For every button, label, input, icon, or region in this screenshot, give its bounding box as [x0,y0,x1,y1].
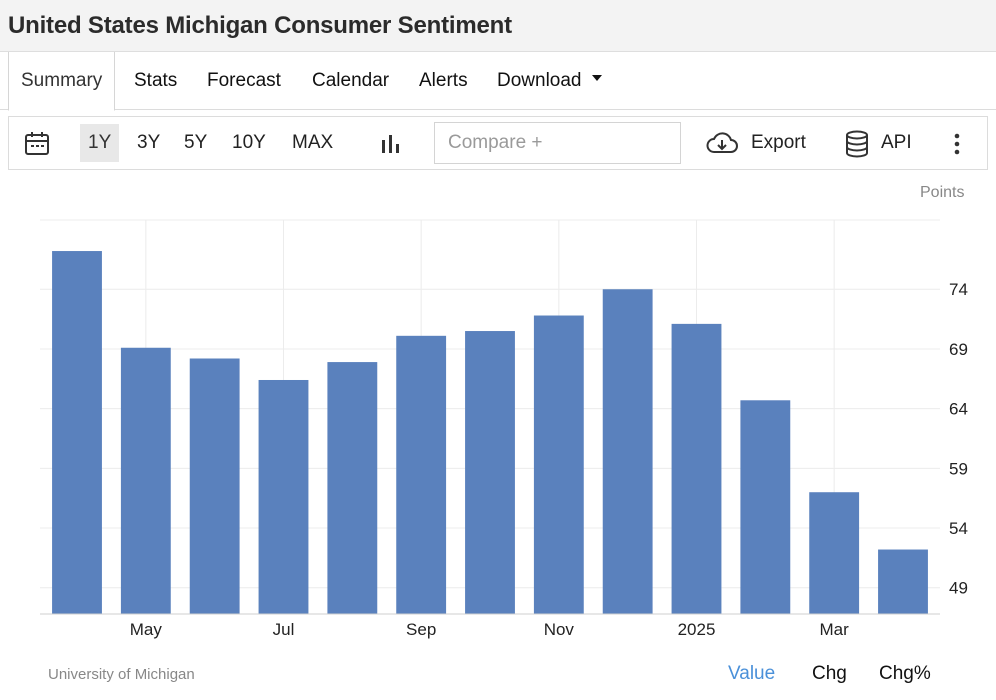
x-tick-label: 2025 [678,620,716,639]
calendar-icon[interactable] [24,131,50,157]
tab-calendar[interactable]: Calendar [312,70,390,91]
bar [602,289,653,614]
y-tick-label: 74 [949,280,968,299]
bar [120,347,171,614]
x-tick-label: Jul [273,620,295,639]
export-button[interactable]: Export [751,132,806,153]
compare-input[interactable]: Compare + [434,122,681,164]
page-title: United States Michigan Consumer Sentimen… [8,12,512,39]
tab-download[interactable]: Download [497,52,602,110]
tab-summary[interactable]: Summary [8,52,116,111]
tab-alerts[interactable]: Alerts [419,70,468,91]
bar [809,492,860,614]
footer-tab-chg[interactable]: Chg [812,663,847,684]
bar [878,549,928,614]
chart-toolbar: 1Y 3Y 5Y 10Y MAX Compare + Export API [8,116,988,170]
footer-tab-chg-pct[interactable]: Chg% [879,663,931,684]
bar [327,362,378,614]
tab-bar: Summary Stats Forecast Calendar Alerts D… [0,52,996,111]
api-button[interactable]: API [881,132,912,153]
bar [52,251,102,614]
bar [189,358,240,614]
x-tick-label: Sep [406,620,436,639]
y-tick-label: 69 [949,340,968,359]
bar [396,335,447,614]
x-tick-label: May [130,620,163,639]
bar [671,323,722,614]
bar [258,379,309,614]
x-tick-label: Mar [820,620,850,639]
range-max[interactable]: MAX [292,132,334,153]
tab-forecast[interactable]: Forecast [207,70,281,91]
bar-chart-icon[interactable] [380,133,402,155]
range-1y[interactable]: 1Y [80,124,120,162]
y-tick-label: 49 [949,579,968,598]
cloud-download-icon[interactable] [705,131,739,157]
caret-down-icon [591,74,602,81]
more-vertical-icon[interactable] [953,133,961,155]
database-icon[interactable] [845,130,869,158]
x-tick-label: Nov [544,620,575,639]
chart-area: Points 49 54 59 64 69 74 May Jul Sep Nov 2025 Mar [8,175,988,665]
y-axis-units: Points [920,184,965,201]
range-10y[interactable]: 10Y [232,132,266,153]
footer-tab-value[interactable]: Value [728,663,776,684]
bar [533,315,584,614]
range-3y[interactable]: 3Y [137,132,161,153]
y-tick-label: 54 [949,519,968,538]
source-label: University of Michigan [48,666,195,683]
bar [465,331,515,614]
y-tick-label: 59 [949,459,968,478]
tab-stats[interactable]: Stats [134,70,178,91]
bar [740,400,791,614]
bar-chart: 49 54 59 64 69 74 May Jul Sep Nov 2025 Mar [40,219,968,639]
title-bar: United States Michigan Consumer Sentimen… [0,0,996,52]
range-5y[interactable]: 5Y [184,132,208,153]
y-tick-label: 64 [949,400,968,419]
tab-download-label: Download [497,70,582,91]
